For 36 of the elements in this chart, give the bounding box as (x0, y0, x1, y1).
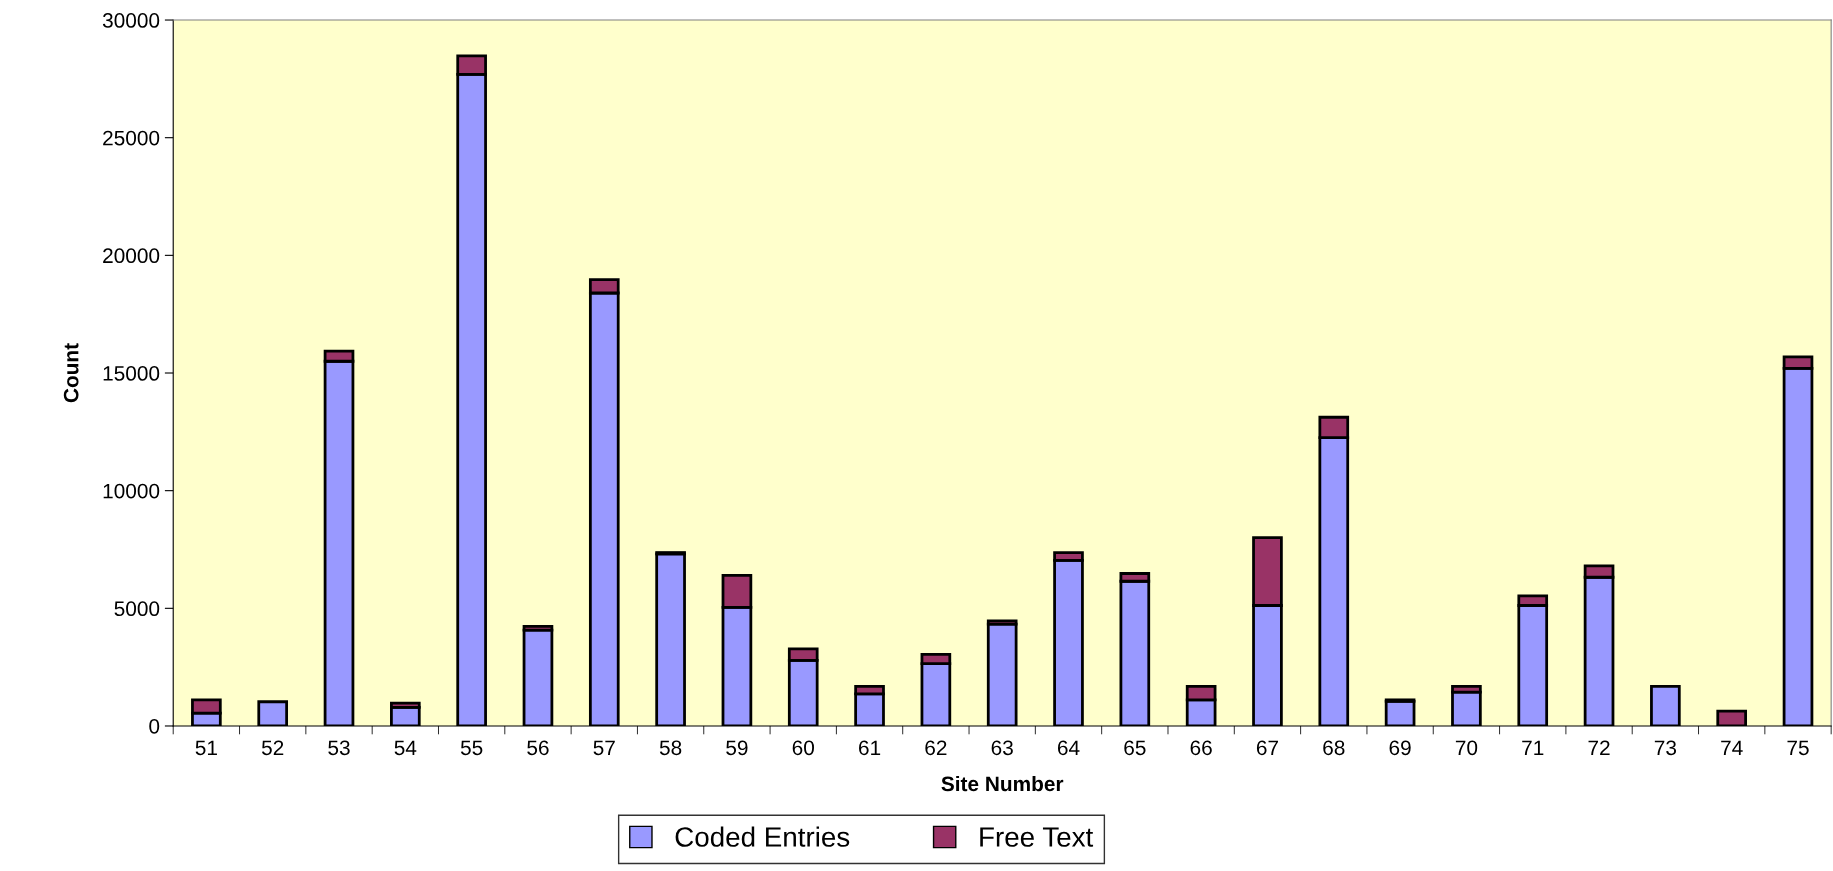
x-tick-label: 71 (1522, 740, 1544, 755)
x-tick-label: 69 (1389, 740, 1411, 756)
y-tick-label: 30000 (102, 13, 160, 28)
x-tick-label: 62 (925, 740, 947, 756)
y-axis-title: Count (63, 343, 79, 403)
x-tick-label: 59 (726, 740, 748, 756)
x-tick-label: 65 (1124, 740, 1146, 756)
legend-label: Coded Entries (675, 826, 850, 847)
x-tick-label: 51 (195, 740, 217, 756)
x-tick-label: 64 (1057, 740, 1080, 756)
x-tick-label: 72 (1588, 740, 1610, 755)
y-tick-label: 25000 (103, 130, 160, 146)
x-tick-label: 56 (527, 740, 549, 756)
x-tick-label: 73 (1654, 740, 1677, 756)
y-tick-label: 15000 (103, 366, 160, 381)
x-tick-label: 66 (1190, 740, 1212, 756)
x-axis-title: Site Number (941, 775, 1064, 792)
y-tick-label: 0 (149, 718, 160, 734)
x-tick-label: 54 (394, 740, 417, 756)
y-tick-label: 5000 (114, 601, 160, 617)
x-tick-label: 74 (1721, 740, 1743, 755)
y-tick-label: 20000 (103, 248, 160, 264)
x-tick-label: 68 (1323, 740, 1345, 756)
x-tick-label: 53 (328, 740, 350, 756)
x-tick-label: 55 (460, 740, 483, 756)
y-tick-label: 10000 (103, 483, 160, 499)
x-tick-label: 70 (1455, 740, 1478, 756)
x-tick-label: 63 (991, 740, 1013, 756)
x-tick-label: 57 (593, 740, 615, 756)
x-tick-label: 58 (659, 740, 682, 756)
x-tick-label: 60 (792, 740, 815, 756)
legend-label: Free Text (980, 827, 1094, 847)
x-tick-label: 75 (1787, 740, 1809, 756)
x-tick-label: 52 (261, 740, 284, 756)
x-tick-label: 61 (859, 740, 881, 756)
x-tick-label: 67 (1256, 740, 1279, 756)
